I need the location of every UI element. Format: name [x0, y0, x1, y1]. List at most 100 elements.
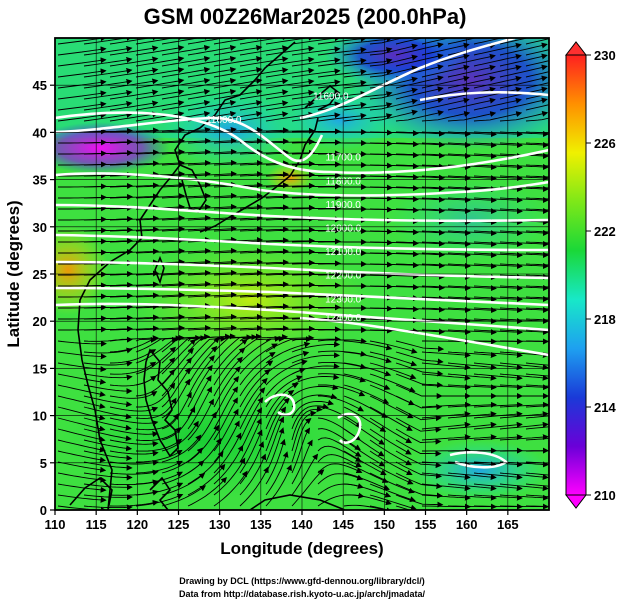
streamline — [421, 240, 471, 247]
streamline — [109, 138, 159, 145]
streamline — [187, 225, 237, 232]
streamline — [213, 325, 263, 332]
streamline — [473, 351, 523, 359]
streamline — [525, 494, 549, 498]
streamline — [369, 229, 419, 236]
streamline — [395, 163, 445, 170]
streamline — [135, 138, 185, 145]
streamline — [421, 97, 470, 111]
streamline — [109, 450, 159, 457]
streamline — [447, 64, 496, 78]
streamline — [291, 304, 341, 311]
streamline — [109, 314, 159, 321]
streamline — [161, 391, 192, 430]
streamline — [109, 469, 159, 476]
streamline — [135, 182, 185, 189]
streamline — [369, 406, 413, 431]
x-axis-label: Longitude (degrees) — [220, 539, 383, 558]
streamline — [265, 281, 315, 288]
streamline — [343, 428, 385, 457]
streamline — [265, 451, 289, 496]
streamline — [57, 101, 107, 111]
streamline — [525, 384, 549, 387]
contour-11800 — [55, 172, 549, 197]
streamline — [525, 405, 549, 408]
streamline — [187, 450, 224, 485]
streamline — [239, 111, 289, 122]
streamline — [135, 89, 185, 100]
streamline — [525, 104, 549, 111]
streamline — [421, 185, 471, 192]
streamline — [135, 56, 185, 67]
y-tick-label: 30 — [33, 220, 47, 235]
streamline — [83, 89, 133, 100]
streamline — [135, 493, 184, 507]
streamline — [369, 461, 414, 485]
streamline — [447, 483, 497, 492]
streamline — [369, 417, 413, 444]
streamline — [213, 138, 263, 145]
streamline — [447, 53, 496, 67]
y-tick-label: 10 — [33, 409, 47, 424]
streamline — [317, 46, 367, 56]
streamline — [239, 466, 269, 507]
streamline — [473, 42, 522, 56]
streamline — [447, 97, 496, 111]
streamline — [83, 45, 133, 56]
streamline — [421, 373, 471, 381]
streamline — [317, 112, 367, 122]
y-tick-label: 45 — [33, 78, 47, 93]
streamline — [395, 152, 445, 159]
streamline — [109, 335, 159, 342]
streamline — [473, 75, 522, 89]
streamline — [473, 421, 523, 430]
streamline — [369, 185, 419, 192]
height-contours — [55, 38, 549, 469]
streamline — [239, 369, 271, 408]
streamline — [395, 417, 442, 433]
streamline — [369, 141, 419, 148]
streamline — [239, 226, 289, 233]
streamline — [265, 416, 284, 463]
streamline — [447, 351, 497, 359]
streamline — [135, 111, 185, 122]
streamline — [239, 292, 289, 299]
streamline — [57, 450, 106, 463]
x-tick-label: 135 — [250, 517, 272, 532]
streamline — [265, 149, 315, 156]
streamline — [317, 463, 363, 474]
streamline — [473, 329, 523, 336]
streamline — [369, 207, 419, 214]
streamline — [395, 306, 445, 313]
streamline — [369, 428, 412, 455]
streamline — [265, 367, 306, 397]
streamline — [525, 426, 549, 430]
streamline — [395, 461, 442, 479]
streamline — [421, 351, 471, 359]
streamline — [421, 174, 471, 181]
streamline — [239, 259, 289, 266]
streamline — [291, 128, 341, 135]
streamline — [239, 89, 289, 100]
streamline — [213, 347, 246, 386]
streamline — [395, 472, 443, 489]
streamline — [395, 351, 444, 365]
streamline — [395, 262, 445, 269]
streamline — [265, 160, 315, 167]
streamline — [83, 193, 133, 200]
streamline — [473, 175, 523, 182]
streamline — [239, 314, 289, 321]
streamline — [473, 434, 523, 441]
streamline — [187, 66, 237, 78]
streamline — [343, 472, 390, 491]
streamline — [265, 67, 315, 78]
streamline — [291, 469, 325, 507]
streamline — [213, 110, 263, 122]
streamline — [447, 307, 497, 314]
streamline — [265, 237, 315, 244]
streamline — [395, 450, 442, 469]
streamline — [447, 362, 497, 371]
streamline — [369, 43, 418, 56]
streamline — [265, 350, 310, 375]
streamline — [161, 347, 194, 386]
